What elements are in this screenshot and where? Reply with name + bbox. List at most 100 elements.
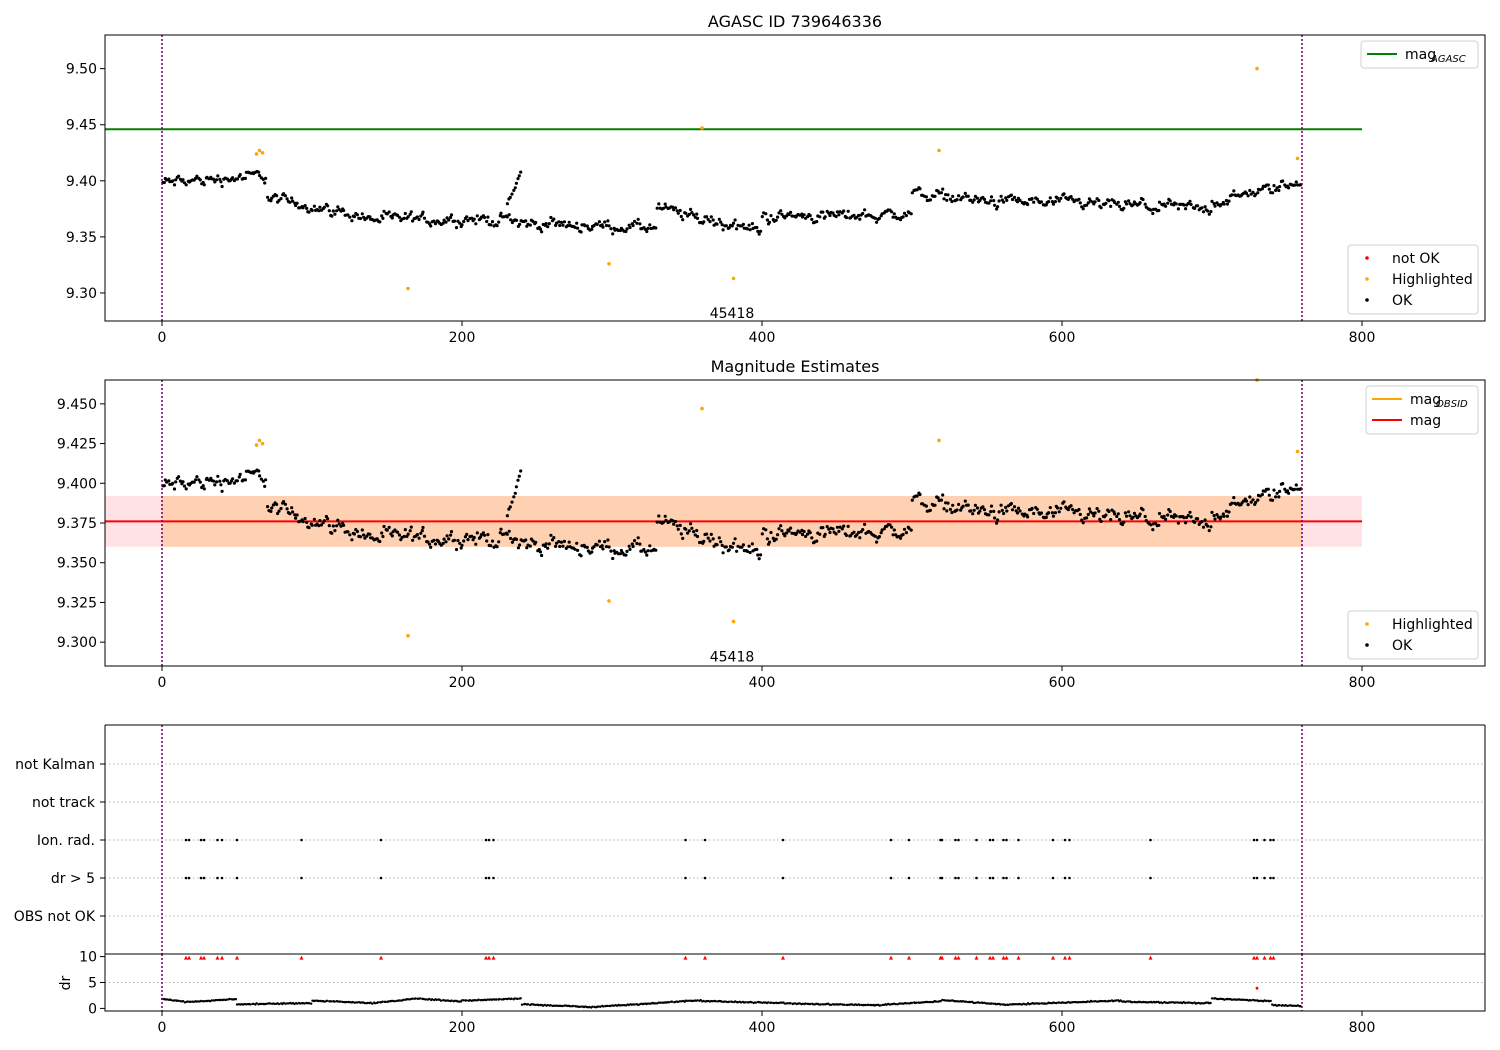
flag-point xyxy=(1002,876,1005,880)
ok-point xyxy=(1278,489,1282,493)
ok-point xyxy=(1004,196,1008,200)
ok-point xyxy=(195,475,199,479)
flag-point xyxy=(1063,876,1067,880)
x-tick-label: 200 xyxy=(449,330,476,346)
ok-point xyxy=(534,220,538,225)
dr-point xyxy=(1281,1004,1284,1007)
ok-point xyxy=(837,529,841,534)
dr-point xyxy=(597,1005,600,1008)
ok-point xyxy=(429,224,433,228)
ok-point xyxy=(1248,495,1252,499)
ok-point xyxy=(1009,502,1014,506)
legend-box xyxy=(1347,244,1479,315)
ok-point xyxy=(597,539,602,543)
dr-point xyxy=(926,1000,929,1004)
legend-dot-swatch xyxy=(1365,298,1369,302)
ok-point xyxy=(681,218,685,222)
dr-point xyxy=(1048,1001,1052,1005)
dr-point xyxy=(577,1005,581,1009)
ok-point xyxy=(1210,510,1214,514)
ok-point xyxy=(1186,201,1190,206)
ok-point xyxy=(514,537,519,542)
ok-point xyxy=(706,217,710,222)
ok-point xyxy=(1005,198,1009,202)
ok-point xyxy=(1176,207,1180,211)
flag-point xyxy=(957,838,960,842)
ok-point xyxy=(625,227,629,231)
dr-point xyxy=(1090,1000,1094,1003)
ok-point xyxy=(857,213,861,218)
ok-point xyxy=(831,211,835,215)
category-label: dr > 5 xyxy=(51,871,95,887)
ok-point xyxy=(1048,196,1052,200)
dr-point xyxy=(676,1000,680,1004)
ok-point xyxy=(787,529,791,533)
ok-point xyxy=(1116,512,1120,516)
ok-point xyxy=(575,541,579,545)
ok-point xyxy=(420,529,424,533)
ok-point xyxy=(433,222,438,226)
ok-point xyxy=(1281,179,1285,183)
ok-point xyxy=(174,480,178,484)
ok-point xyxy=(486,533,490,537)
dr-point xyxy=(875,1003,878,1007)
ok-point xyxy=(719,220,723,224)
ok-point xyxy=(270,506,274,510)
dr-clipped-marker xyxy=(1051,955,1055,960)
ok-point xyxy=(810,217,814,221)
dr-point xyxy=(411,997,414,1000)
dr-point xyxy=(295,1002,299,1005)
ok-point xyxy=(1227,199,1231,203)
highlighted-point xyxy=(406,634,410,638)
ok-point xyxy=(449,530,454,534)
dr-point xyxy=(773,1001,776,1005)
dr-point xyxy=(1170,1001,1173,1004)
ok-point xyxy=(711,537,715,541)
ok-point xyxy=(633,219,637,223)
ok-point xyxy=(552,217,556,221)
ok-point xyxy=(415,533,419,537)
ok-point xyxy=(686,531,690,535)
ok-point xyxy=(995,521,999,525)
flag-point xyxy=(220,838,224,842)
ok-point xyxy=(576,548,580,553)
ok-point xyxy=(486,215,490,219)
ok-point xyxy=(305,206,309,210)
ok-point xyxy=(1174,514,1178,518)
ok-point xyxy=(1141,508,1145,512)
dr-point xyxy=(477,998,480,1001)
ok-point xyxy=(355,213,359,217)
ok-point xyxy=(215,178,219,182)
dr-point xyxy=(439,999,443,1002)
ok-point xyxy=(295,201,299,205)
ok-point xyxy=(606,219,610,223)
ok-point xyxy=(1039,511,1043,515)
ok-point xyxy=(1251,498,1255,502)
ok-point xyxy=(855,533,859,537)
ok-point xyxy=(1274,188,1278,192)
ok-point xyxy=(212,479,216,483)
ok-point xyxy=(1207,212,1211,216)
dr-point xyxy=(398,999,401,1002)
dr-outlier-point xyxy=(1255,986,1259,990)
dr-point xyxy=(177,999,180,1002)
ok-point xyxy=(1071,197,1075,201)
ok-point xyxy=(1127,199,1131,203)
ok-point xyxy=(1078,201,1082,205)
ok-point xyxy=(452,538,457,542)
ok-point xyxy=(277,198,281,203)
ok-point xyxy=(566,224,570,228)
dr-point xyxy=(1155,1000,1158,1004)
x-tick-label: 600 xyxy=(1049,330,1076,346)
ok-point xyxy=(549,215,553,220)
flag-point xyxy=(957,876,960,880)
ok-point xyxy=(546,546,550,550)
ok-point xyxy=(579,230,583,234)
ok-point xyxy=(1296,487,1300,491)
ok-point xyxy=(646,549,650,553)
ok-point xyxy=(358,216,363,221)
ok-point xyxy=(177,475,181,479)
ok-point xyxy=(748,550,752,555)
ok-point xyxy=(730,224,734,228)
ok-point xyxy=(317,209,321,213)
